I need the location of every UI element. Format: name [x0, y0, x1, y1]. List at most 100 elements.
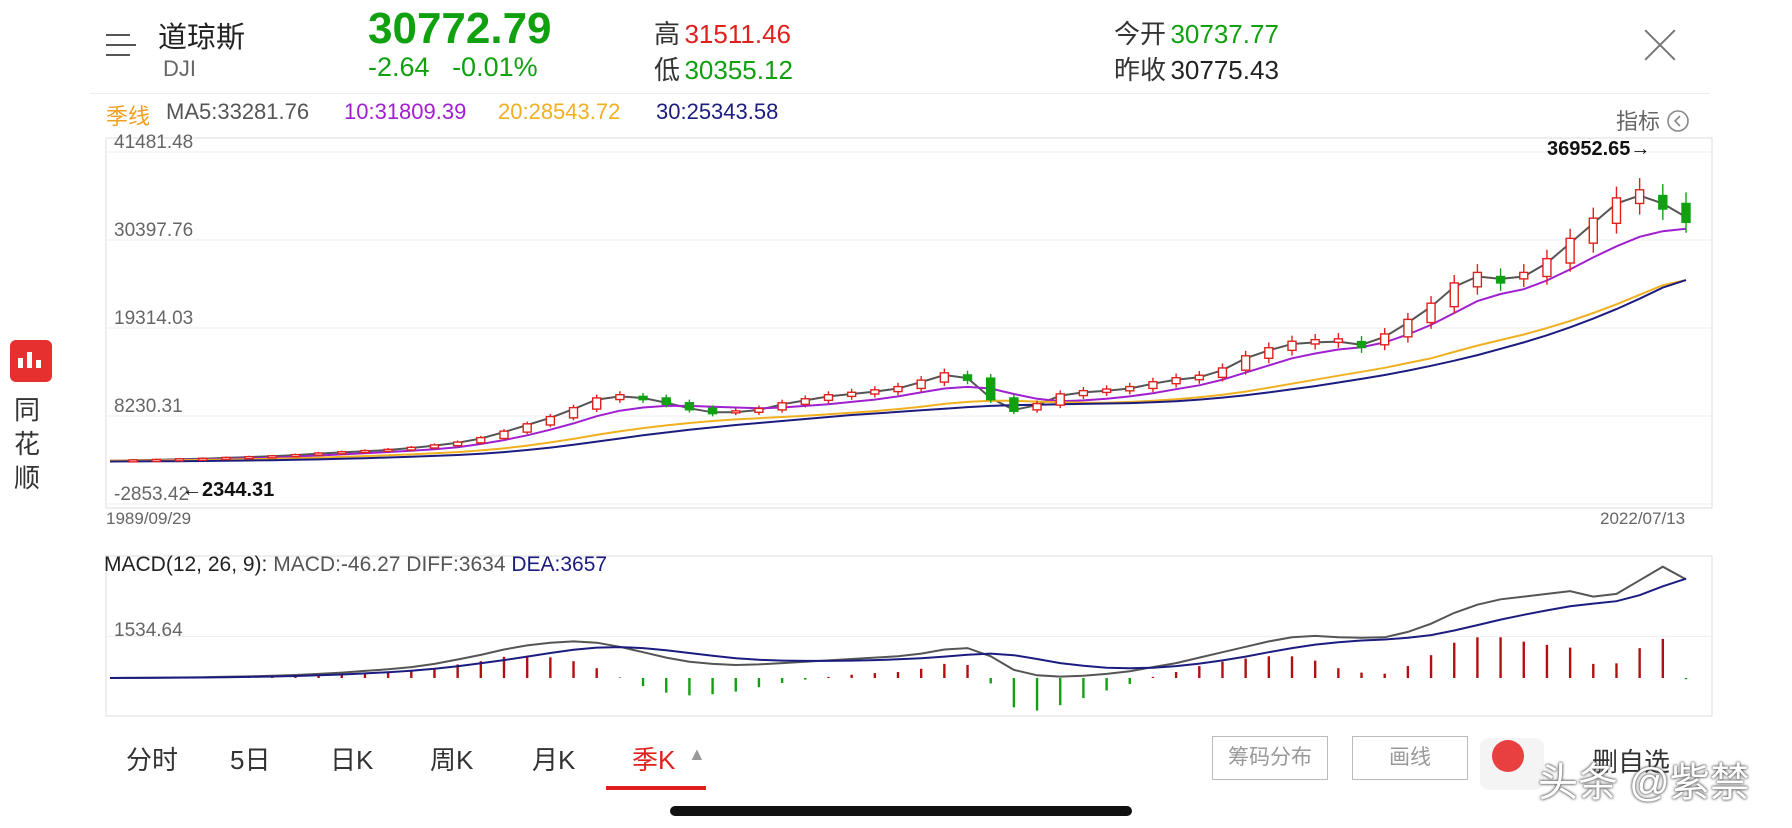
ma5-text: MA5:33281.76: [166, 99, 310, 124]
ma30-text: 30:25343.58: [656, 99, 779, 124]
tab-week[interactable]: 周K: [430, 745, 474, 775]
dea-value: DEA:3657: [511, 553, 608, 576]
chips-distribution-button[interactable]: 筹码分布: [1212, 736, 1328, 780]
tab-5day[interactable]: 5日: [230, 745, 271, 775]
candle: [661, 397, 671, 406]
watermark: 头条 @紫禁: [1538, 761, 1750, 805]
candle: [290, 453, 301, 458]
candle: [545, 415, 556, 426]
change-value: -2.64: [368, 52, 430, 82]
high-value: 31511.46: [684, 19, 791, 49]
ma-line-ma10: [109, 227, 1687, 462]
y-tick-label: 41481.48: [114, 132, 193, 153]
index-name: 道琼斯: [158, 22, 246, 54]
candle: [1658, 194, 1668, 210]
brand-char-1: 同: [14, 395, 41, 425]
candle: [962, 374, 973, 381]
candle: [707, 407, 718, 415]
candle: [1472, 271, 1483, 288]
candle: [429, 444, 440, 449]
candle: [128, 459, 138, 463]
candle: [870, 389, 880, 395]
candle: [916, 379, 926, 390]
header-divider: [90, 93, 1710, 94]
macd-label: MACD(12, 26, 9):: [104, 553, 268, 576]
indicator-button[interactable]: 指标: [1616, 104, 1690, 136]
toggle-button[interactable]: [1480, 738, 1544, 790]
candle: [1380, 333, 1390, 346]
candle: [383, 448, 393, 453]
candle: [1356, 340, 1367, 349]
candle: [1449, 282, 1459, 308]
candle: [893, 385, 903, 393]
candle: [360, 449, 370, 454]
candle: [1542, 257, 1552, 278]
candle: [337, 451, 347, 455]
candle: [568, 406, 579, 419]
candle: [638, 395, 648, 401]
y-tick-label: 30397.76: [114, 220, 193, 241]
macd-ytick: 1534.64: [114, 620, 183, 641]
candle: [1681, 202, 1691, 224]
tab-day[interactable]: 日K: [330, 745, 374, 775]
candle: [1194, 374, 1204, 381]
candle: [754, 407, 764, 413]
ma20-text: 20:28543.72: [498, 99, 621, 124]
menu-icon[interactable]: [106, 32, 140, 60]
candle: [174, 458, 185, 462]
candle: [1009, 397, 1019, 413]
macd-value: MACD:-46.27: [273, 553, 401, 576]
low-value: 30355.12: [684, 55, 793, 85]
diff-line: [109, 565, 1687, 679]
candle: [1588, 217, 1598, 244]
candle: [1495, 275, 1506, 284]
ma10-text: 10:31809.39: [344, 99, 467, 124]
indicator-label: 指标: [1616, 109, 1661, 134]
remove-watchlist-button[interactable]: 删自选: [1592, 747, 1671, 777]
tab-month[interactable]: 月K: [532, 745, 576, 775]
chevron-left-icon: [1667, 110, 1689, 132]
ma-line-ma30: [109, 279, 1687, 463]
candle: [1519, 271, 1529, 280]
draw-line-button[interactable]: 画线: [1352, 736, 1468, 780]
change-percent: -0.01%: [452, 52, 538, 82]
candle: [777, 402, 787, 411]
candle: [406, 446, 416, 451]
y-tick-label: 19314.03: [114, 308, 193, 329]
open-value: 30737.77: [1170, 19, 1279, 49]
candle: [1217, 367, 1228, 379]
candle: [452, 441, 463, 447]
y-tick-label: -2853.42: [114, 484, 189, 505]
candle: [1310, 338, 1320, 345]
candle: [1333, 338, 1344, 344]
candle: [592, 397, 602, 410]
toggle-dot-icon: [1492, 740, 1524, 772]
tab-minute[interactable]: 分时: [126, 745, 179, 775]
candle: [476, 436, 486, 444]
app-logo-icon[interactable]: [10, 340, 52, 382]
candle: [1634, 189, 1645, 205]
chart-frame: [105, 137, 1713, 509]
current-price: 30772.79: [368, 4, 552, 53]
high-row: 高 31511.46: [654, 14, 791, 51]
candle: [1611, 197, 1622, 225]
prev-close-value: 30775.43: [1170, 55, 1279, 85]
candle: [151, 458, 162, 463]
diff-value: DIFF:3634: [406, 553, 506, 576]
prev-close-row: 昨收 30775.43: [1114, 50, 1279, 87]
candle: [1426, 302, 1436, 324]
macd-legend[interactable]: MACD(12, 26, 9): MACD:-46.27 DIFF:3634 D…: [104, 553, 607, 577]
low-row: 低 30355.12: [654, 50, 793, 87]
tab-quarter[interactable]: 季K: [632, 745, 676, 775]
candle: [1055, 393, 1065, 406]
candle: [1287, 340, 1297, 352]
period-label[interactable]: 季线: [106, 104, 151, 129]
candle: [221, 456, 231, 461]
candle: [1565, 237, 1575, 264]
candle: [198, 457, 208, 461]
high-label: 高: [654, 19, 681, 49]
brand-char-3: 顺: [14, 463, 41, 493]
candle: [1403, 318, 1413, 338]
candle: [1078, 389, 1089, 397]
